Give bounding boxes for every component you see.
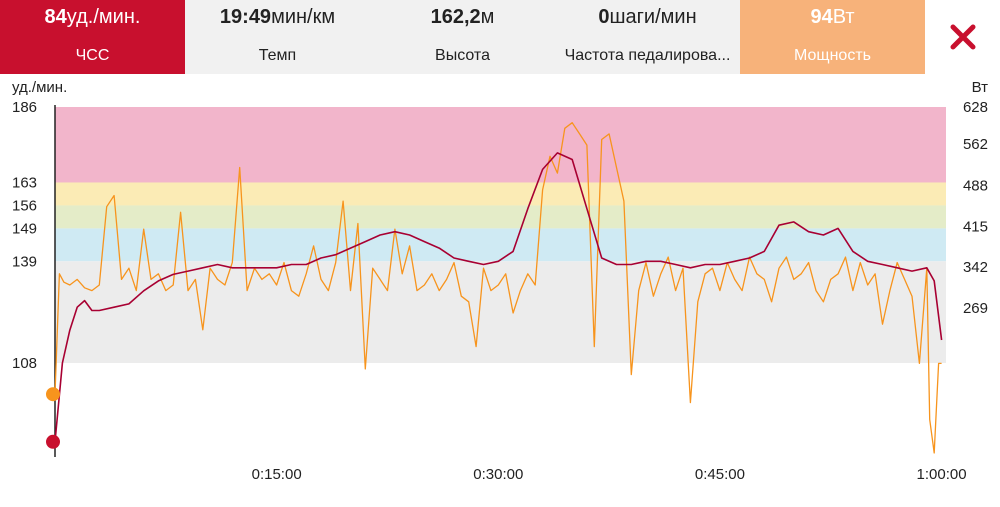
right-axis-tick-342: 342: [963, 259, 988, 276]
left-axis-tick-108: 108: [12, 355, 37, 372]
left-axis-tick-163: 163: [12, 174, 37, 191]
metric-cadence[interactable]: 0шаги/мин Частота педалирова...: [555, 0, 740, 74]
hr-zone-band-4: [55, 228, 946, 262]
metric-elevation-value: 162,2м: [430, 6, 495, 28]
metric-power-value: 94Вт: [810, 6, 855, 28]
heart-rate-start-marker: [46, 434, 60, 449]
x-axis-tick-3: 1:00:00: [917, 466, 967, 483]
metric-pace[interactable]: 19:49мин/км Темп: [185, 0, 370, 74]
hr-zone-band-2: [55, 182, 946, 206]
left-axis-unit: уд./мин.: [12, 79, 68, 96]
left-axis-tick-186: 186: [12, 99, 37, 116]
left-axis-tick-156: 156: [12, 197, 37, 214]
hr-zone-band-3: [55, 205, 946, 229]
right-axis-tick-269: 269: [963, 300, 988, 317]
x-axis-tick-2: 0:45:00: [695, 466, 745, 483]
close-x-icon: [950, 24, 975, 50]
hr-zone-band-5: [55, 261, 946, 363]
metric-cadence-value: 0шаги/мин: [598, 6, 697, 28]
right-axis-tick-488: 488: [963, 177, 988, 194]
metric-elevation[interactable]: 162,2м Высота: [370, 0, 555, 74]
left-axis-tick-149: 149: [12, 220, 37, 237]
metric-power[interactable]: 94Вт Мощность: [740, 0, 925, 74]
power-series-line: [54, 122, 942, 454]
x-axis-tick-0: 0:15:00: [252, 466, 302, 483]
hr-zone-band-1: [55, 107, 946, 183]
right-axis-tick-562: 562: [963, 136, 988, 153]
power-start-marker: [46, 387, 60, 402]
right-axis-tick-415: 415: [963, 218, 988, 235]
close-button[interactable]: [925, 0, 1000, 74]
metric-heart-rate-value: 84уд./мин.: [44, 6, 141, 28]
metric-heart-rate[interactable]: 84уд./мин. ЧСС: [0, 0, 185, 74]
right-axis-tick-628: 628: [963, 99, 988, 116]
metric-pace-value: 19:49мин/км: [219, 6, 336, 28]
left-axis-tick-139: 139: [12, 253, 37, 270]
heart-rate-series-line: [54, 152, 943, 442]
right-axis-unit: Вт: [971, 79, 988, 96]
x-axis-tick-1: 0:30:00: [473, 466, 523, 483]
